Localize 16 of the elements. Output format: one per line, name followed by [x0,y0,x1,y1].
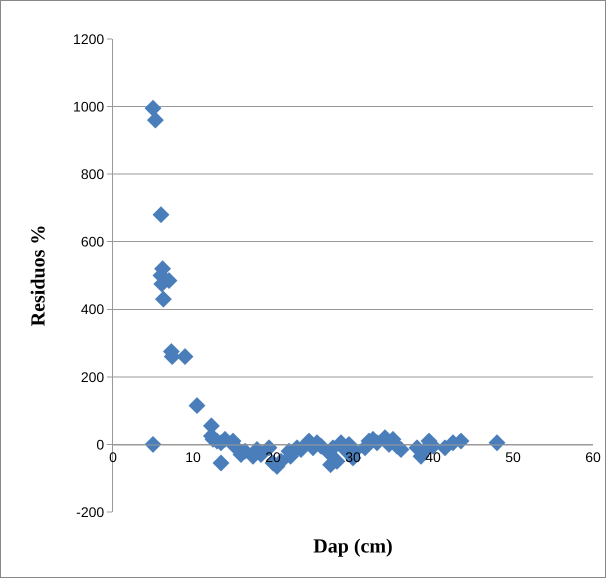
x-tick-label: 60 [585,449,601,466]
y-axis-title: Residuos % [28,224,50,326]
y-tick-label: -200 [76,504,104,520]
y-tick-label: 600 [80,234,104,250]
y-tick-label: 800 [80,166,104,182]
x-tick-label: 40 [425,449,441,466]
y-tick-label: 400 [80,301,104,318]
y-tick-label: 1000 [73,98,104,114]
y-tick-label: 200 [80,368,104,385]
x-tick-label: 0 [109,449,118,466]
x-tick-label: 30 [345,449,361,466]
x-axis-title: Dap (cm) [313,536,393,558]
x-tick-label: 50 [505,449,521,466]
x-tick-label: 10 [185,449,201,466]
y-tick-label: 1200 [73,30,104,47]
y-tick-label: 0 [96,436,104,452]
